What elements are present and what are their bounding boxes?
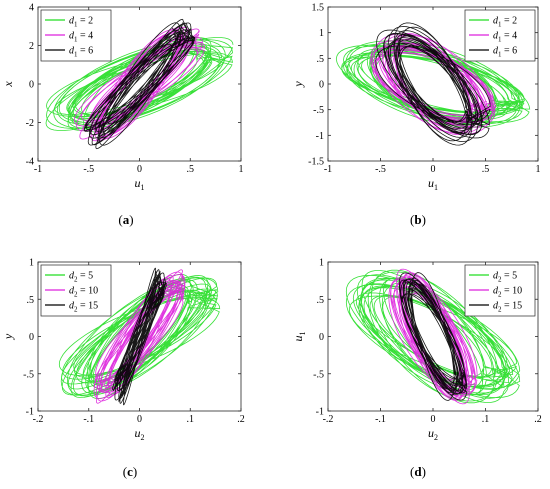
panel-label: (b) [410,212,426,227]
legend: d2 = 5 d2 = 10 d2 = 15 [464,264,536,317]
y-tick-label: -1.5 [308,157,324,168]
x-tick-label: 0 [137,414,142,425]
series-trajectory-d12 [335,40,531,128]
x-tick-label: 0 [431,414,436,425]
x-tick-label: -.2 [33,414,44,425]
x-tick-label: .1 [482,414,490,425]
y-tick-label: .5 [27,295,35,306]
panel-a: -1 -.5 0 .5 1 -4 -2 0 2 4 u1 x d1 = 2 d1 = 4 d1 = 6 (a) [1,3,244,228]
legend-entry: d1 = 6 [69,46,93,59]
y-tick-label: 0 [319,332,324,343]
legend: d1 = 2 d1 = 4 d1 = 6 [40,9,112,62]
y-tick-label: -1 [316,131,324,142]
x-tick-label: -1 [324,164,332,175]
y-tick-label: -2 [26,118,34,129]
y-tick-label: 1 [29,258,34,269]
y-tick-label: .5 [317,54,325,65]
x-tick-label: .5 [482,164,490,175]
legend-entry: d2 = 15 [493,301,522,314]
data-layer [45,18,234,150]
legend-entry: d2 = 10 [493,286,522,299]
y-tick-label: -1 [316,407,324,418]
legend: d1 = 2 d1 = 4 d1 = 6 [464,9,536,62]
y-tick-label: -.5 [23,369,34,380]
y-tick-label: 0 [29,80,34,91]
x-tick-label: -.5 [375,164,386,175]
y-axis-label: y [291,81,305,88]
legend-box [40,9,112,62]
x-tick-label: -.2 [323,414,334,425]
x-tick-label: -1 [34,164,42,175]
y-tick-label: 1 [319,28,324,39]
series-trajectory-d16 [375,22,491,146]
series-trajectory-d215 [112,267,167,406]
legend-entry: d2 = 5 [69,271,93,284]
x-tick-label: 0 [137,164,142,175]
data-layer [58,267,221,406]
data-layer [345,268,521,405]
y-tick-label: -.5 [313,105,324,116]
legend-entry: d1 = 2 [69,16,93,29]
legend-entry: d1 = 4 [493,31,517,44]
x-axis-label: u2 [135,426,145,442]
x-tick-label: .2 [237,414,245,425]
x-tick-label: -.5 [83,164,94,175]
x-tick-label: 1 [536,164,541,175]
legend-entry: d2 = 10 [69,286,98,299]
data-layer [335,22,531,146]
x-tick-label: .1 [187,414,195,425]
panel-label: (a) [118,212,133,227]
x-axis-label: u1 [428,176,438,192]
x-tick-label: -.1 [83,414,94,425]
panel-label: (d) [410,464,426,479]
x-tick-label: -.1 [375,414,386,425]
x-axis-label: u1 [135,176,145,192]
legend-entry: d1 = 4 [69,31,93,44]
y-tick-label: .5 [317,295,325,306]
series-trajectory-d16 [83,18,196,150]
series-trajectory-d215 [398,272,468,401]
legend-entry: d2 = 5 [493,271,517,284]
x-tick-label: 1 [239,164,244,175]
y-tick-label: -1 [26,407,34,418]
panel-label: (c) [123,464,137,479]
x-axis-label: u2 [428,426,438,442]
y-tick-label: -4 [26,157,34,168]
legend-entry: d1 = 6 [493,46,517,59]
legend-entry: d2 = 15 [69,301,98,314]
y-tick-label: -.5 [313,369,324,380]
legend-entry: d1 = 2 [493,16,517,29]
y-tick-label: 4 [29,3,34,14]
x-tick-label: .5 [187,164,195,175]
y-tick-label: 0 [319,80,324,91]
x-tick-label: 0 [431,164,436,175]
y-axis-label: x [1,81,15,88]
y-axis-label: u1 [291,332,307,342]
y-axis-label: y [1,333,15,340]
y-tick-label: 2 [29,41,34,52]
legend: d2 = 5 d2 = 10 d2 = 15 [40,264,112,317]
y-tick-label: 1.5 [312,3,325,14]
x-tick-label: .2 [534,414,542,425]
y-tick-label: 1 [319,258,324,269]
y-tick-label: 0 [29,332,34,343]
